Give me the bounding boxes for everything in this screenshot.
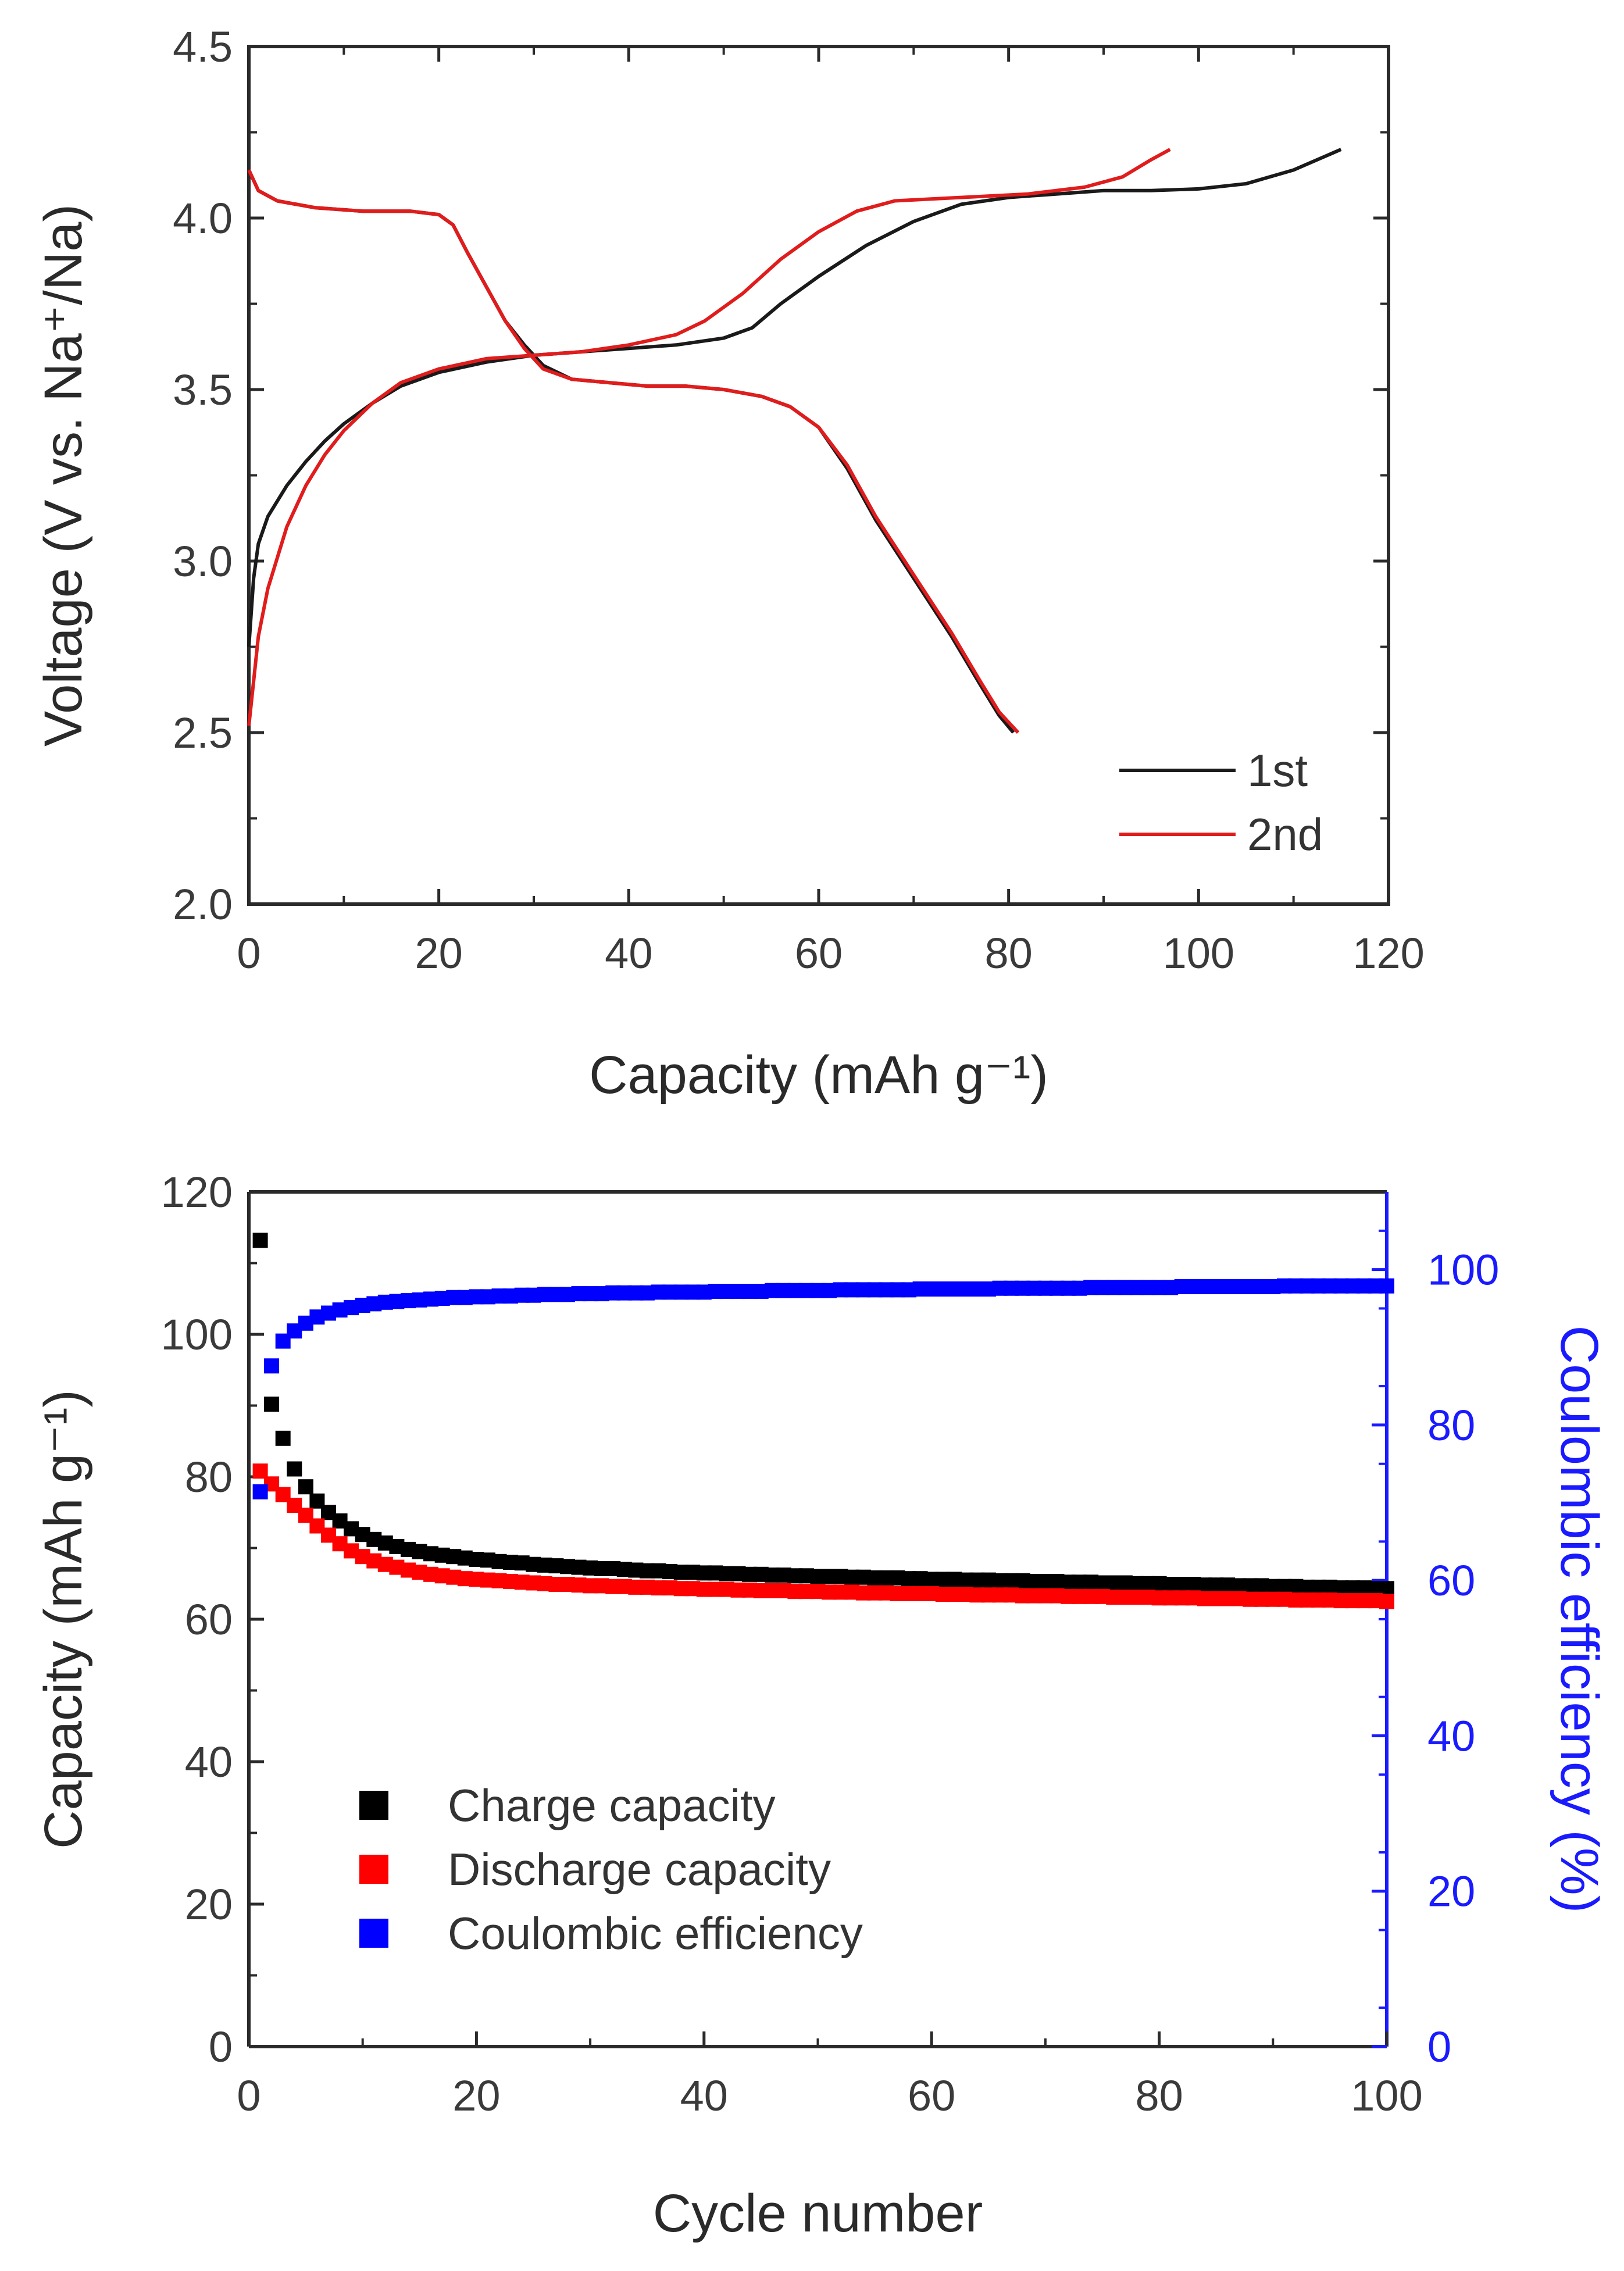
y-tick-label: 80 <box>185 1453 233 1501</box>
legend-label-coulombic-efficiency: Coulombic efficiency <box>448 1908 863 1959</box>
data-point-charge-capacity <box>287 1461 302 1477</box>
x-axis-title: Capacity (mAh g⁻¹) <box>589 1045 1048 1105</box>
legend-label-discharge-capacity: Discharge capacity <box>448 1844 831 1895</box>
x-tick-label: 20 <box>415 929 463 977</box>
y-tick-label: 4.5 <box>173 23 233 71</box>
y-axis-title: Voltage (V vs. Na⁺/Na) <box>34 204 93 747</box>
y-tick-label: 120 <box>161 1168 233 1216</box>
y-tick-label: 20 <box>185 1880 233 1929</box>
y-tick-label: 2.5 <box>173 709 233 757</box>
y2-axis-title: Coulombic efficiency (%) <box>1550 1326 1609 1913</box>
data-point-coulombic-efficiency <box>1379 1278 1394 1294</box>
data-point-charge-capacity <box>264 1397 280 1412</box>
x-tick-label: 120 <box>1352 929 1424 977</box>
y-tick-label: 0 <box>209 2023 233 2071</box>
legend-swatch-charge-capacity <box>359 1791 388 1820</box>
y2-tick-label: 80 <box>1427 1401 1475 1449</box>
y-tick-label: 60 <box>185 1595 233 1644</box>
cycling-performance-chart: 0 20 40 60 80 100020406080100120020406080100C… <box>34 1168 1609 2243</box>
y2-tick-label: 40 <box>1427 1712 1475 1760</box>
y2-tick-label: 100 <box>1427 1246 1499 1294</box>
x-tick-label: 80 <box>985 929 1033 977</box>
data-point-charge-capacity <box>252 1233 268 1248</box>
series-2nd-discharge-curve <box>247 169 1020 734</box>
legend-label-1st: 1st <box>1247 745 1308 796</box>
x-tick-label: 100 <box>1351 2072 1422 2120</box>
y-tick-label: 3.0 <box>173 537 233 585</box>
plot-frame <box>247 45 1390 906</box>
x-tick-label: 20 <box>452 2072 500 2120</box>
x-tick-label: 0 <box>237 2072 260 2120</box>
x-axis-title: Cycle number <box>653 2184 983 2243</box>
y2-tick-label: 0 <box>1427 2023 1451 2071</box>
x-tick-label: 0 <box>237 929 260 977</box>
data-point-coulombic-efficiency <box>252 1484 268 1499</box>
y-tick-label: 100 <box>161 1311 233 1359</box>
series-1st-charge-curve <box>247 148 1342 647</box>
legend-label-charge-capacity: Charge capacity <box>448 1780 776 1831</box>
x-tick-label: 60 <box>908 2072 955 2120</box>
y-axis-title: Capacity (mAh g⁻¹) <box>34 1390 93 1849</box>
legend-swatch-discharge-capacity <box>359 1855 388 1884</box>
data-point-discharge-capacity <box>252 1463 268 1479</box>
x-tick-label: 60 <box>795 929 843 977</box>
x-tick-label: 40 <box>605 929 652 977</box>
x-tick-label: 100 <box>1163 929 1234 977</box>
y2-tick-label: 60 <box>1427 1556 1475 1605</box>
y-tick-label: 2.0 <box>173 880 233 929</box>
x-tick-label: 40 <box>680 2072 728 2120</box>
y-tick-label: 3.5 <box>173 366 233 414</box>
y-tick-label: 4.0 <box>173 194 233 242</box>
y2-tick-label: 20 <box>1427 1867 1475 1916</box>
data-point-discharge-capacity <box>1379 1594 1394 1609</box>
legend-label-2nd: 2nd <box>1247 809 1323 860</box>
legend-swatch-coulombic-efficiency <box>359 1919 388 1948</box>
data-point-coulombic-efficiency <box>264 1358 280 1374</box>
voltage-profile-chart: 0 20 40 60 80 100 120 2.0 2.5 3.0 3.5 4.0 4.5 Capacit… <box>34 23 1425 1105</box>
data-point-charge-capacity <box>275 1430 291 1446</box>
data-point-charge-capacity <box>298 1479 313 1495</box>
y-tick-label: 40 <box>185 1738 233 1786</box>
x-tick-label: 80 <box>1135 2072 1183 2120</box>
series-1st-discharge-curve <box>247 169 1015 734</box>
series-2nd-charge-curve <box>247 148 1171 726</box>
